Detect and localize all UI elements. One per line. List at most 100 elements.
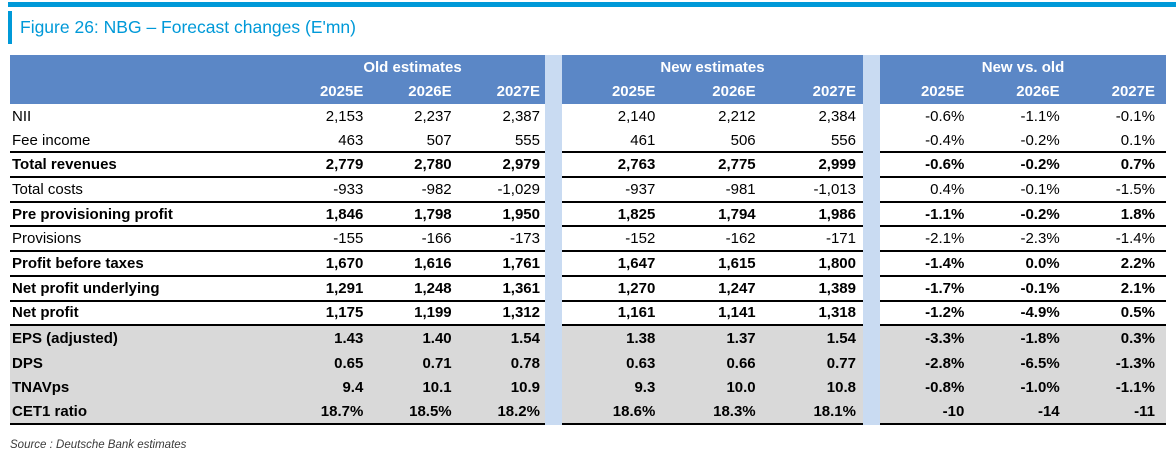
- table-row: 461 506 556: [562, 128, 863, 154]
- row-label: TNAVps: [12, 379, 70, 397]
- cell-value: -1,013: [813, 180, 856, 198]
- table-row: 0.4% -0.1% -1.5%: [880, 178, 1166, 203]
- cell-value: -981: [725, 180, 756, 198]
- cell-value: 0.0%: [1025, 254, 1060, 272]
- group-header-row: New estimates: [562, 55, 863, 79]
- cell-value: 1,361: [502, 279, 540, 297]
- row-label: Pre provisioning profit: [12, 205, 173, 223]
- group-divider: [863, 55, 880, 425]
- cell-value: -1.2%: [925, 304, 965, 322]
- cell-value: 1.54: [510, 330, 540, 348]
- cell-value: 0.66: [726, 354, 756, 372]
- table-row: -1.7% -0.1% 2.1%: [880, 276, 1166, 302]
- cell-value: 556: [830, 131, 856, 149]
- cell-value: 10.1: [422, 379, 452, 397]
- table-row: -0.6% -1.1% -0.1%: [880, 104, 1166, 129]
- cell-value: -2.8%: [925, 354, 965, 372]
- group-header-row: Old estimates: [10, 55, 545, 79]
- cell-value: 1.37: [726, 330, 756, 348]
- title-accent-bar: [8, 11, 12, 44]
- cell-value: 1,175: [325, 304, 364, 322]
- row-label: Total costs: [12, 180, 83, 198]
- year-header: 2026E: [408, 83, 452, 100]
- table-row: -1.2% -4.9% 0.5%: [880, 301, 1166, 327]
- cell-value: -3.3%: [925, 330, 965, 348]
- cell-value: 1,291: [325, 279, 364, 297]
- table-row: 9.3 10.0 10.8: [562, 375, 863, 401]
- cell-value: -0.8%: [925, 379, 965, 397]
- cell-value: 1,950: [502, 205, 540, 223]
- cell-value: 1.54: [826, 330, 856, 348]
- new-estimates-group: New estimates 2025E 2026E 2027E 2,140 2,212 2,…: [562, 55, 863, 425]
- row-label: Total revenues: [12, 156, 117, 174]
- year-header: 2027E: [812, 83, 856, 100]
- group-label: Old estimates: [363, 58, 462, 76]
- cell-value: 555: [514, 131, 540, 149]
- cell-value: 0.4%: [930, 180, 965, 198]
- year-header: 2027E: [496, 83, 540, 100]
- cell-value: 1,270: [617, 279, 656, 297]
- top-accent-bar: [8, 2, 1176, 7]
- source-note: Source : Deutsche Bank estimates: [10, 439, 187, 451]
- group-divider: [545, 55, 562, 425]
- cell-value: -0.4%: [925, 131, 965, 149]
- row-label: Provisions: [12, 230, 82, 248]
- row-label: EPS (adjusted): [12, 330, 118, 348]
- table-row: 1.38 1.37 1.54: [562, 326, 863, 351]
- cell-value: 1,247: [718, 279, 756, 297]
- cell-value: -0.2%: [1020, 156, 1060, 174]
- cell-value: -1.8%: [1020, 330, 1060, 348]
- cell-value: 1,825: [617, 205, 656, 223]
- cell-value: 1,647: [617, 254, 656, 272]
- cell-value: 0.3%: [1120, 330, 1155, 348]
- cell-value: 10.8: [826, 379, 856, 397]
- cell-value: -166: [421, 230, 452, 248]
- cell-value: -1.1%: [925, 205, 965, 223]
- cell-value: 1,798: [414, 205, 452, 223]
- group-label: New estimates: [660, 58, 765, 76]
- table-row: Provisions -155 -166 -173: [10, 227, 545, 253]
- cell-value: 2,763: [617, 156, 656, 174]
- cell-value: -4.9%: [1020, 304, 1060, 322]
- year-header-row: 2025E 2026E 2027E: [10, 79, 545, 104]
- cell-value: 2,979: [502, 156, 540, 174]
- table-row: -0.6% -0.2% 0.7%: [880, 153, 1166, 179]
- old-estimates-group: Old estimates 2025E 2026E 2027E NII 2,153 2,23…: [10, 55, 545, 425]
- cell-value: 2.2%: [1120, 254, 1155, 272]
- table-row: 1,270 1,247 1,389: [562, 276, 863, 302]
- cell-value: -1.1%: [1020, 107, 1060, 125]
- table-row: 0.63 0.66 0.77: [562, 350, 863, 376]
- cell-value: -171: [825, 230, 856, 248]
- cell-value: 1,318: [818, 304, 856, 322]
- cell-value: 2,384: [818, 107, 856, 125]
- cell-value: 2,387: [502, 107, 540, 125]
- cell-value: 2,153: [325, 107, 364, 125]
- cell-value: -1.5%: [1115, 180, 1155, 198]
- table-row: Total revenues 2,779 2,780 2,979: [10, 153, 545, 179]
- cell-value: -173: [509, 230, 540, 248]
- table-row: TNAVps 9.4 10.1 10.9: [10, 375, 545, 401]
- cell-value: -162: [725, 230, 756, 248]
- cell-value: 2,237: [414, 107, 452, 125]
- cell-value: -0.1%: [1115, 107, 1155, 125]
- year-header: 2025E: [319, 83, 364, 100]
- cell-value: -1.7%: [925, 279, 965, 297]
- table-row: -937 -981 -1,013: [562, 178, 863, 203]
- cell-value: 1.40: [422, 330, 452, 348]
- table-row: -1.4% 0.0% 2.2%: [880, 252, 1166, 277]
- cell-value: 1.43: [334, 330, 364, 348]
- cell-value: -11: [1134, 403, 1155, 421]
- cell-value: 2,779: [325, 156, 364, 174]
- cell-value: 2,140: [617, 107, 656, 125]
- cell-value: 1,670: [325, 254, 364, 272]
- cell-value: 1,616: [414, 254, 452, 272]
- table-row: -1.1% -0.2% 1.8%: [880, 202, 1166, 228]
- table-row: -0.8% -1.0% -1.1%: [880, 375, 1166, 401]
- row-label: DPS: [12, 354, 43, 372]
- cell-value: 1,794: [718, 205, 756, 223]
- table-row: -0.4% -0.2% 0.1%: [880, 128, 1166, 154]
- table-row: -2.1% -2.3% -1.4%: [880, 227, 1166, 253]
- cell-value: 1,312: [502, 304, 540, 322]
- cell-value: 1,615: [718, 254, 756, 272]
- cell-value: 2.1%: [1120, 279, 1155, 297]
